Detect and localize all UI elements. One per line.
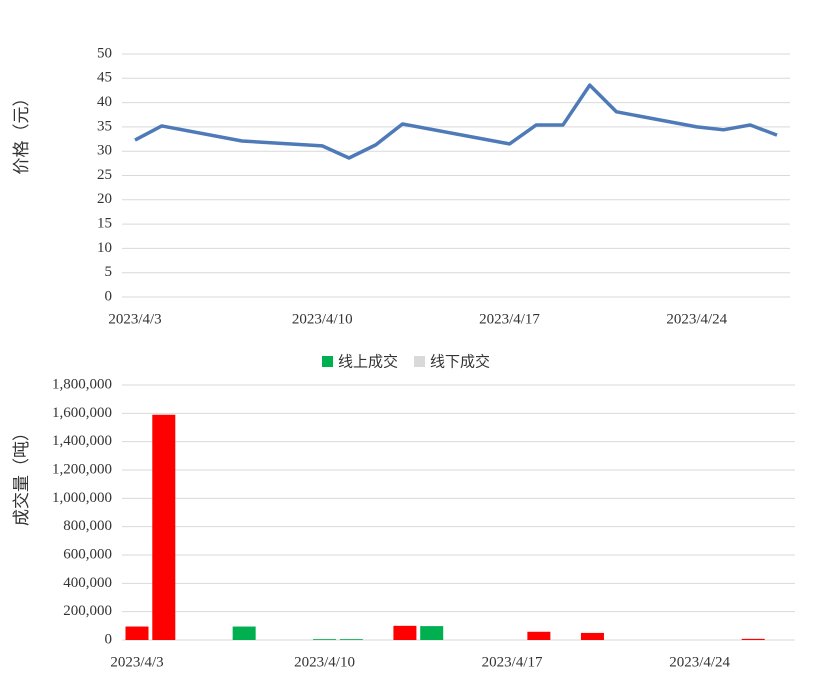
y-tick-label: 45 <box>97 70 112 86</box>
y-tick-label: 1,400,000 <box>52 433 112 449</box>
x-tick-label: 2023/4/3 <box>110 654 163 670</box>
y-tick-label: 400,000 <box>63 575 112 591</box>
y-tick-label: 15 <box>97 216 112 232</box>
x-tick-label: 2023/4/24 <box>669 654 730 670</box>
y-tick-label: 1,200,000 <box>52 461 112 477</box>
legend-swatch <box>322 356 333 367</box>
bar <box>420 626 444 640</box>
x-tick-label: 2023/4/17 <box>479 311 540 327</box>
legend-label: 线上成交 <box>338 353 398 371</box>
y-tick-label: 1,600,000 <box>52 405 112 421</box>
y-tick-label: 1,000,000 <box>52 490 112 506</box>
bar <box>125 626 149 640</box>
y-tick-label: 200,000 <box>63 603 112 619</box>
bar <box>741 638 765 640</box>
line <box>134 83 778 160</box>
y-tick-label: 1,800,000 <box>52 376 112 392</box>
legend-swatch <box>414 356 426 367</box>
bar <box>232 626 256 640</box>
x-tick-label: 2023/4/10 <box>292 311 353 327</box>
y-tick-label: 5 <box>105 264 113 280</box>
x-tick-label: 2023/4/17 <box>482 654 543 670</box>
y-axis-title: 成交量（吨） <box>12 424 32 526</box>
legend-label: 线下成交 <box>430 353 490 371</box>
y-tick-label: 35 <box>97 118 112 134</box>
y-tick-label: 0 <box>105 288 113 304</box>
x-tick-label: 2023/4/3 <box>108 311 161 327</box>
y-tick-label: 10 <box>97 240 112 256</box>
y-axis-title: 价格（元） <box>12 90 32 175</box>
y-tick-label: 40 <box>97 94 112 110</box>
bar <box>152 414 176 640</box>
y-tick-label: 800,000 <box>63 518 112 534</box>
bar <box>313 639 337 640</box>
y-tick-label: 25 <box>97 167 112 183</box>
y-tick-label: 0 <box>105 631 113 647</box>
x-tick-label: 2023/4/24 <box>666 311 727 327</box>
y-tick-label: 20 <box>97 191 112 207</box>
bar <box>580 632 604 640</box>
x-tick-label: 2023/4/10 <box>294 654 355 670</box>
y-tick-label: 50 <box>97 45 112 61</box>
y-tick-label: 30 <box>97 143 112 159</box>
bar <box>393 625 417 640</box>
y-tick-label: 600,000 <box>63 546 112 562</box>
bar <box>527 631 551 640</box>
bar <box>339 639 363 640</box>
